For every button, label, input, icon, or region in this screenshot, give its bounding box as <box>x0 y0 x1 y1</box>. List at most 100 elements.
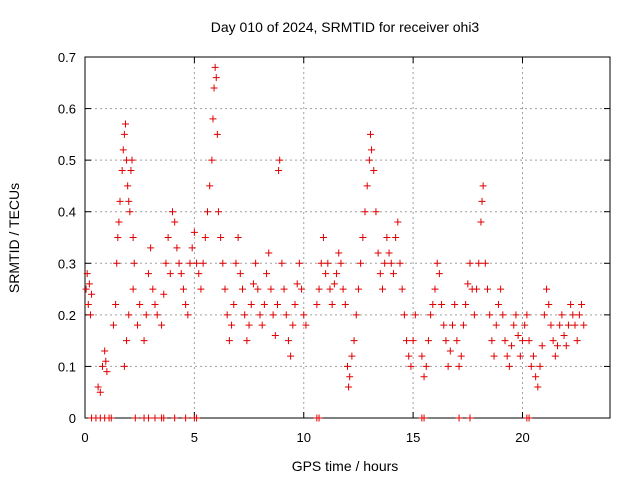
y-tick-label: 0.1 <box>58 359 76 374</box>
data-point <box>569 311 577 319</box>
y-axis-label: SRMTID / TECUs <box>6 183 22 293</box>
data-point <box>492 321 500 329</box>
data-point <box>162 259 170 267</box>
data-point <box>400 311 408 319</box>
ticklabel-layer: 0 0.1 0.2 0.3 0.4 0.5 0.6 0.7 0 5 10 15 20 <box>58 50 530 445</box>
data-point <box>210 84 218 92</box>
data-point <box>121 120 129 128</box>
data-point <box>409 337 417 345</box>
data-point <box>478 197 486 205</box>
data-point <box>113 259 121 267</box>
data-point <box>144 270 152 278</box>
data-point <box>540 311 548 319</box>
data-point <box>315 285 323 293</box>
data-point <box>438 301 446 309</box>
data-point <box>102 357 110 365</box>
data-point <box>411 311 419 319</box>
data-point <box>376 270 384 278</box>
data-point <box>333 270 341 278</box>
data-point <box>326 285 334 293</box>
data-point <box>488 337 496 345</box>
data-point <box>252 259 260 267</box>
data-point <box>370 166 378 174</box>
data-point <box>446 347 454 355</box>
data-point <box>265 249 273 257</box>
data-point <box>223 311 231 319</box>
data-point <box>293 280 301 288</box>
data-point <box>330 280 338 288</box>
data-point <box>372 208 380 216</box>
data-point <box>339 285 347 293</box>
data-point <box>234 234 242 241</box>
data-point <box>420 373 428 381</box>
data-point <box>129 234 137 241</box>
data-point <box>514 331 522 339</box>
data-point <box>232 259 240 267</box>
data-point <box>166 270 174 278</box>
data-point <box>245 321 253 329</box>
y-tick-label: 0.5 <box>58 153 76 168</box>
frame-layer <box>84 56 611 419</box>
data-point <box>171 218 179 226</box>
data-point <box>433 259 441 267</box>
data-point <box>276 156 284 164</box>
data-point <box>407 362 415 370</box>
data-point <box>527 362 535 370</box>
data-point <box>523 311 531 319</box>
data-point <box>275 166 283 174</box>
data-point <box>217 234 225 241</box>
data-point <box>85 280 93 288</box>
data-point <box>115 218 123 226</box>
data-point <box>466 414 474 422</box>
y-tick-label: 0.4 <box>58 205 76 220</box>
data-point <box>295 259 303 267</box>
data-point <box>125 197 133 205</box>
data-point <box>573 337 581 345</box>
data-point <box>88 290 96 298</box>
data-point <box>171 414 179 422</box>
data-point <box>123 337 131 345</box>
data-point <box>130 259 138 267</box>
data-point <box>101 347 109 355</box>
data-point <box>473 285 481 293</box>
data-point <box>477 218 485 226</box>
data-point <box>243 337 251 345</box>
data-point <box>494 301 502 309</box>
data-point <box>503 352 511 360</box>
data-point <box>459 321 467 329</box>
data-point <box>131 414 139 422</box>
grid-layer <box>85 57 610 418</box>
data-point <box>153 311 161 319</box>
data-point <box>313 301 321 309</box>
data-point <box>206 182 214 190</box>
data-point <box>368 146 376 154</box>
data-point <box>442 337 450 345</box>
data-point <box>197 285 205 293</box>
y-tick-label: 0.6 <box>58 102 76 117</box>
data-point <box>575 311 583 319</box>
data-point <box>464 280 472 288</box>
data-point <box>249 280 257 288</box>
data-point <box>392 234 400 241</box>
data-point <box>405 352 413 360</box>
data-point <box>214 208 222 216</box>
x-axis-label: GPS time / hours <box>292 458 399 474</box>
data-point <box>398 285 406 293</box>
data-point <box>282 311 290 319</box>
data-point <box>344 362 351 370</box>
data-point <box>490 352 498 360</box>
data-point <box>385 249 393 257</box>
data-point <box>278 259 286 267</box>
data-point <box>429 301 437 309</box>
data-point <box>209 115 217 123</box>
data-point <box>182 301 190 309</box>
data-point <box>254 285 262 293</box>
data-point <box>169 208 176 216</box>
data-point <box>512 311 520 319</box>
data-point <box>435 270 443 278</box>
data-point <box>366 130 374 138</box>
data-point <box>107 414 115 422</box>
data-point <box>228 321 236 329</box>
data-point <box>554 342 561 350</box>
data-point <box>140 337 148 345</box>
